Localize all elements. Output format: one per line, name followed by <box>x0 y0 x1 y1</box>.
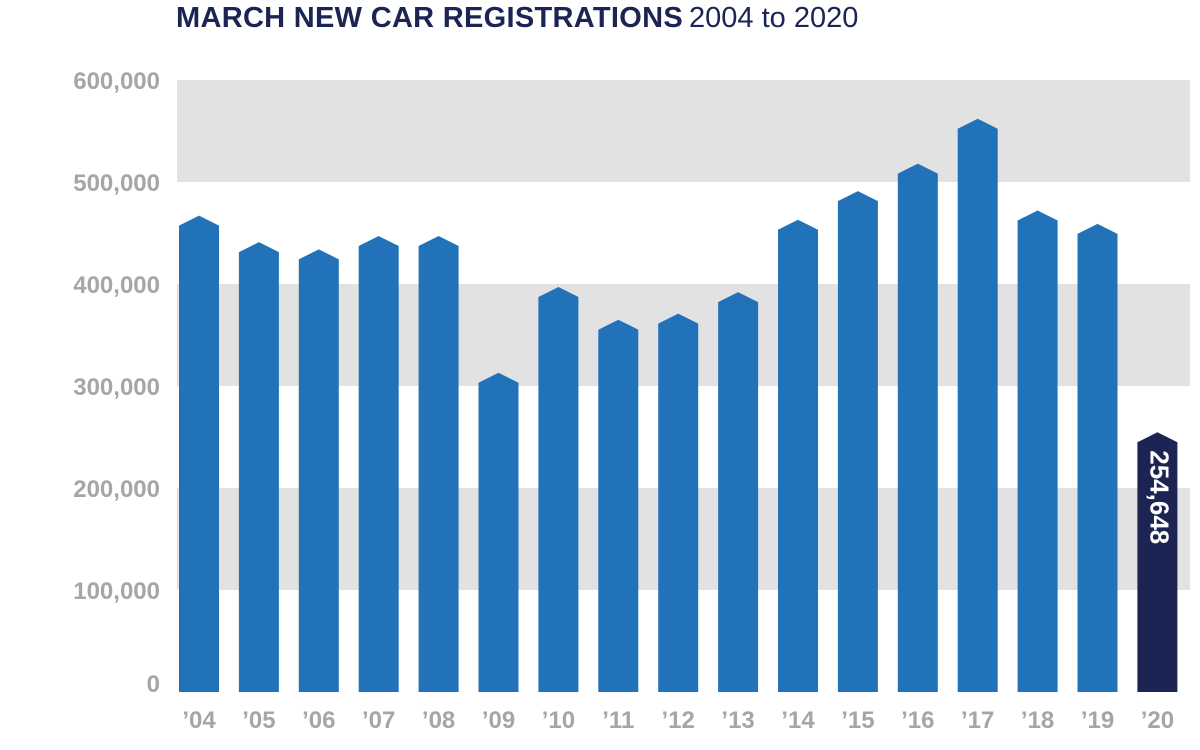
x-tick-label: ’19 <box>1081 707 1114 734</box>
y-tick-label: 300,000 <box>73 374 160 401</box>
chart-title: MARCH NEW CAR REGISTRATIONS 2004 to 2020 <box>176 2 858 35</box>
bar <box>1017 210 1058 692</box>
bar <box>598 319 639 692</box>
bar <box>718 292 759 692</box>
bar <box>538 287 579 692</box>
x-tick-label: ’11 <box>602 707 634 734</box>
y-axis-ticks: 0 100,000 200,000 300,000 400,000 500,000 600,… <box>73 68 160 698</box>
y-tick-label: 0 <box>147 671 160 698</box>
x-tick-label: ’10 <box>542 707 575 734</box>
bar <box>418 236 459 692</box>
y-tick-label: 200,000 <box>73 476 160 503</box>
x-tick-label: ’07 <box>362 707 395 734</box>
x-tick-label: ’16 <box>901 707 934 734</box>
chart-title-main: MARCH NEW CAR REGISTRATIONS <box>176 2 683 34</box>
bar <box>837 191 878 692</box>
x-tick-label: ’04 <box>182 707 216 734</box>
grid-band <box>177 80 1190 182</box>
bar <box>778 219 818 693</box>
x-tick-label: ’12 <box>662 707 695 734</box>
bar <box>179 215 219 692</box>
bar <box>897 163 938 692</box>
x-tick-label: ’13 <box>721 707 754 734</box>
data-labels: 254,648 <box>1145 450 1175 544</box>
bar <box>957 118 998 692</box>
y-tick-label: 600,000 <box>73 68 160 95</box>
x-tick-label: ’15 <box>841 707 874 734</box>
x-tick-label: ’18 <box>1021 707 1054 734</box>
bar <box>658 313 699 692</box>
bar <box>358 236 399 692</box>
x-tick-label: ’14 <box>781 707 815 734</box>
data-label: 254,648 <box>1145 450 1175 544</box>
bar <box>1077 223 1118 692</box>
y-tick-label: 400,000 <box>73 272 160 299</box>
x-tick-label: ’05 <box>242 707 275 734</box>
y-tick-label: 500,000 <box>73 170 160 197</box>
bar <box>298 249 339 692</box>
bars <box>179 118 1178 693</box>
bar <box>478 372 519 692</box>
x-tick-label: ’20 <box>1141 707 1174 734</box>
y-tick-label: 100,000 <box>73 578 160 605</box>
bar <box>1137 432 1178 692</box>
bar <box>238 242 279 692</box>
chart-subtitle: 2004 to 2020 <box>689 2 859 34</box>
x-tick-label: ’08 <box>422 707 455 734</box>
x-axis-ticks: ’04 ’05 ’06 ’07 ’08 ’09 ’10 ’11 ’12 ’13 ’14 ’15 ’16 ’… <box>182 707 1174 734</box>
x-tick-label: ’06 <box>302 707 335 734</box>
x-tick-label: ’17 <box>961 707 994 734</box>
x-tick-label: ’09 <box>482 707 515 734</box>
